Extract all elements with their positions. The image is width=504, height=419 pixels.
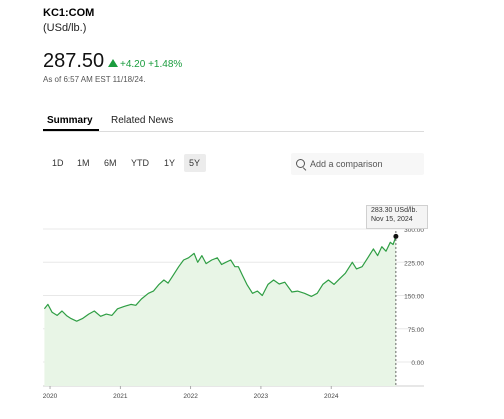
last-price: 287.50	[43, 50, 105, 72]
range-5y-highlight	[184, 154, 206, 172]
y-tick-label: 75.00	[408, 327, 425, 334]
search-icon	[296, 159, 305, 168]
y-tick-label: 150.00	[404, 294, 424, 301]
tabs-divider	[43, 131, 424, 132]
y-tick-label: 0.00	[411, 360, 424, 367]
price-unit: (USd/lb.)	[43, 22, 87, 34]
price-change: +4.20 +1.48%	[120, 59, 183, 70]
add-comparison-label: Add a comparison	[310, 159, 383, 169]
range-ytd-button[interactable]: YTD	[131, 158, 149, 168]
y-tick-label: 300.00	[404, 227, 424, 234]
x-tick-label: 2023	[254, 393, 269, 400]
y-tick-label: 225.00	[404, 260, 424, 267]
tooltip-date: Nov 15, 2024	[371, 216, 413, 223]
range-1d-button[interactable]: 1D	[52, 158, 64, 168]
x-tick-label: 2024	[324, 393, 339, 400]
range-1m-button[interactable]: 1M	[77, 158, 90, 168]
ticker-symbol: KC1:COM	[43, 7, 95, 19]
as-of-timestamp: As of 6:57 AM EST 11/18/24.	[43, 75, 146, 84]
tab-related-news[interactable]: Related News	[111, 115, 174, 126]
range-1y-button[interactable]: 1Y	[164, 158, 176, 168]
tab-summary[interactable]: Summary	[47, 115, 93, 126]
crosshair-point	[393, 233, 399, 239]
x-tick-label: 2022	[183, 393, 198, 400]
x-tick-label: 2020	[43, 393, 58, 400]
x-tick-label: 2021	[113, 393, 128, 400]
tab-underline	[43, 129, 99, 132]
series-line	[43, 236, 397, 322]
tooltip-box	[366, 205, 428, 229]
add-comparison-button[interactable]	[291, 153, 424, 175]
range-5y-button[interactable]: 5Y	[189, 158, 201, 168]
range-6m-button[interactable]: 6M	[104, 158, 117, 168]
tooltip-value: 283.30 USd/lb.	[371, 207, 418, 214]
series-area	[44, 236, 396, 386]
up-arrow-icon	[108, 59, 118, 67]
